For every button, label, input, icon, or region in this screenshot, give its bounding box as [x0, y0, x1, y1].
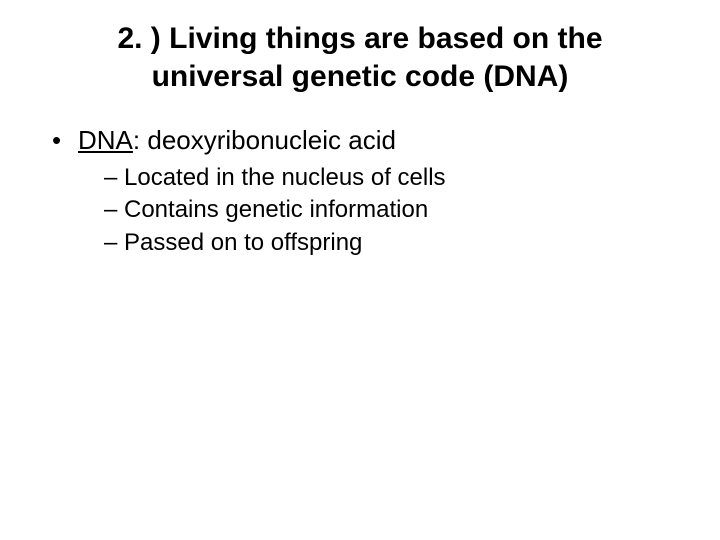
dna-term: DNA	[78, 125, 133, 155]
sub-bullet-item: Passed on to offspring	[104, 227, 680, 259]
dna-definition: : deoxyribonucleic acid	[133, 125, 396, 155]
slide-title: 2. ) Living things are based on the univ…	[40, 20, 680, 95]
bullet-item-dna: DNA: deoxyribonucleic acid Located in th…	[52, 123, 680, 259]
slide: 2. ) Living things are based on the univ…	[0, 0, 720, 540]
sub-bullet-item: Located in the nucleus of cells	[104, 162, 680, 194]
sub-bullet-item: Contains genetic information	[104, 194, 680, 226]
sub-bullet-list: Located in the nucleus of cells Contains…	[78, 162, 680, 259]
title-line-1: 2. ) Living things are based on the	[117, 22, 602, 55]
title-line-2: universal genetic code (DNA)	[152, 60, 569, 93]
bullet-list: DNA: deoxyribonucleic acid Located in th…	[40, 123, 680, 259]
